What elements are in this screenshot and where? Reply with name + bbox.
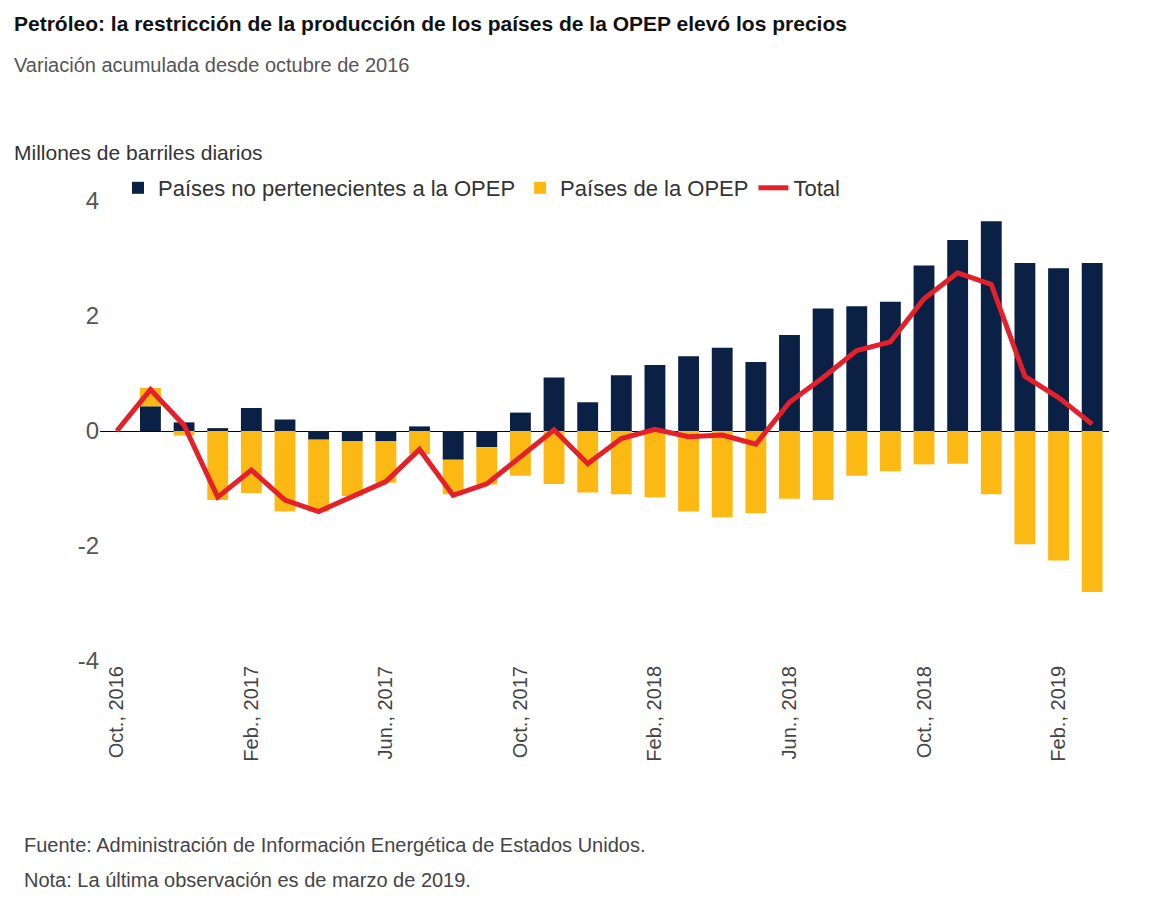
svg-text:Petróleo: la restricción de la: Petróleo: la restricción de la producció…	[14, 12, 847, 35]
svg-text:Países no pertenecientes a la: Países no pertenecientes a la OPEP	[158, 176, 515, 201]
svg-text:Fuente: Administración de Info: Fuente: Administración de Información En…	[24, 834, 645, 856]
svg-text:Oct., 2018: Oct., 2018	[913, 666, 935, 758]
svg-text:Jun., 2018: Jun., 2018	[778, 666, 800, 759]
svg-text:Feb., 2017: Feb., 2017	[240, 666, 262, 762]
svg-text:Feb., 2018: Feb., 2018	[643, 666, 665, 762]
svg-text:Millones de barriles diarios: Millones de barriles diarios	[14, 141, 263, 164]
svg-text:Países de la OPEP: Países de la OPEP	[560, 176, 748, 201]
svg-text:-2: -2	[78, 532, 99, 559]
svg-text:Oct., 2016: Oct., 2016	[105, 666, 127, 758]
svg-text:0: 0	[86, 417, 99, 444]
svg-text:-4: -4	[78, 647, 99, 674]
svg-text:Oct., 2017: Oct., 2017	[509, 666, 531, 758]
svg-text:Total: Total	[793, 176, 839, 201]
svg-text:Nota: La última observación es: Nota: La última observación es de marzo …	[24, 869, 471, 891]
svg-text:Variación acumulada desde octu: Variación acumulada desde octubre de 201…	[14, 54, 409, 76]
svg-text:4: 4	[86, 187, 99, 214]
svg-text:Jun., 2017: Jun., 2017	[374, 666, 396, 759]
svg-text:Feb., 2019: Feb., 2019	[1047, 666, 1069, 762]
svg-text:2: 2	[86, 302, 99, 329]
